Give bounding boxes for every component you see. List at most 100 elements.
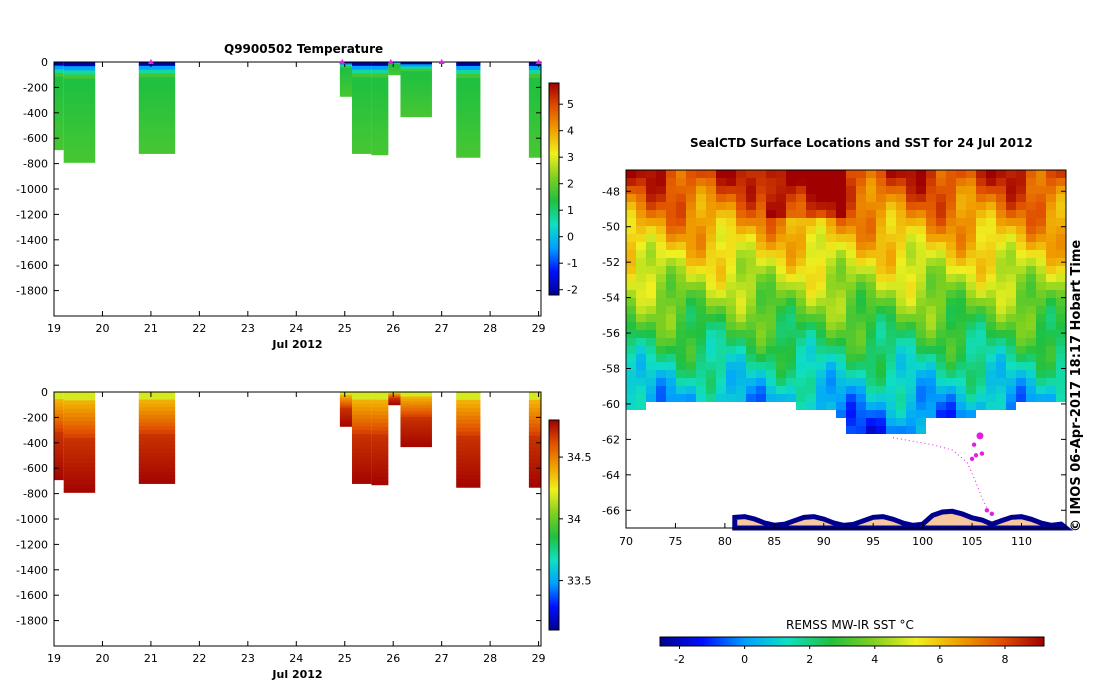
sst-cell xyxy=(846,218,856,226)
sst-cell xyxy=(926,322,936,330)
sst-cell xyxy=(936,266,946,274)
profile-cell xyxy=(339,423,353,426)
sst-cell xyxy=(856,210,866,218)
sst-cell xyxy=(656,202,666,210)
sst-cell xyxy=(936,234,946,242)
profile-cell xyxy=(54,113,64,118)
sst-cell xyxy=(866,306,876,314)
sst-cell xyxy=(986,250,996,258)
sst-cell xyxy=(986,210,996,218)
sst-cell xyxy=(806,242,816,250)
sst-cell xyxy=(846,354,856,362)
profile-cell xyxy=(400,394,432,398)
profile-cell xyxy=(54,472,64,477)
profile-cell xyxy=(371,108,389,113)
sst-cell xyxy=(916,194,926,202)
sst-cell xyxy=(826,226,836,234)
profile-cell xyxy=(400,421,432,425)
sst-cell xyxy=(706,314,716,322)
sst-cell xyxy=(756,226,766,234)
profile-cell xyxy=(388,73,401,75)
profile-cell xyxy=(138,119,176,124)
sst-cell xyxy=(966,202,976,210)
sst-cell xyxy=(796,378,806,386)
sst-cell xyxy=(626,314,636,322)
profile-cell xyxy=(352,145,372,151)
sst-cell xyxy=(906,250,916,258)
profile-cell xyxy=(528,117,541,123)
sst-cell xyxy=(926,178,936,186)
sst-cell xyxy=(936,274,946,282)
sst-cell xyxy=(896,242,906,250)
sst-cell xyxy=(886,266,896,274)
profile-cell xyxy=(63,467,96,472)
sst-cell xyxy=(976,370,986,378)
sst-cell xyxy=(896,266,906,274)
sst-cell xyxy=(886,362,896,370)
sst-cell xyxy=(956,330,966,338)
profile-cell xyxy=(54,399,64,404)
profile-cell xyxy=(456,399,481,405)
sst-cell xyxy=(926,410,936,418)
profile-cell xyxy=(339,414,353,417)
sst-cell xyxy=(666,282,676,290)
sst-cell xyxy=(796,402,806,410)
sst-cell xyxy=(906,210,916,218)
profile-cell xyxy=(400,105,432,109)
profile-cell xyxy=(339,73,353,76)
sst-cell xyxy=(896,314,906,322)
sst-cell xyxy=(1036,282,1046,290)
sst-cell xyxy=(916,202,926,210)
sst-cell xyxy=(986,226,996,234)
sst-cell xyxy=(856,258,866,266)
sst-cell xyxy=(666,170,676,178)
sst-cell xyxy=(836,242,846,250)
sst-cell xyxy=(886,250,896,258)
sst-cell xyxy=(936,282,946,290)
profile-cell xyxy=(400,426,432,429)
sst-cell xyxy=(666,178,676,186)
sst-cell xyxy=(716,218,726,226)
profile-cell xyxy=(388,395,401,397)
sst-cell xyxy=(826,338,836,346)
profile-cell xyxy=(339,76,353,79)
sst-cell xyxy=(646,378,656,386)
profile-cell xyxy=(138,433,176,439)
profile-cell xyxy=(371,69,389,75)
sst-cell xyxy=(646,258,656,266)
sst-cell xyxy=(986,178,996,186)
sst-cell xyxy=(946,202,956,210)
profile-cell xyxy=(528,392,541,397)
sst-cell xyxy=(646,394,656,402)
sst-cell xyxy=(796,210,806,218)
sst-cell xyxy=(826,354,836,362)
sst-cell xyxy=(906,354,916,362)
sst-cell xyxy=(816,394,826,402)
sst-cell xyxy=(656,298,666,306)
sst-cell xyxy=(956,362,966,370)
profile-cell xyxy=(54,135,64,140)
sst-cell xyxy=(736,258,746,266)
sst-cell xyxy=(796,242,806,250)
profile-cell xyxy=(371,123,389,129)
profile-title: Q9900502 Temperature xyxy=(224,42,384,56)
sst-cell xyxy=(626,194,636,202)
profile-cell xyxy=(400,414,432,418)
sst-cell xyxy=(656,290,666,298)
profile-cell xyxy=(371,139,389,144)
profile-cell xyxy=(456,423,481,429)
sst-cell xyxy=(696,354,706,362)
sst-cell xyxy=(806,306,816,314)
sst-cell xyxy=(726,346,736,354)
profile-cell xyxy=(339,89,353,92)
sst-cell xyxy=(1006,378,1016,386)
sst-cell xyxy=(696,178,706,186)
sst-cell xyxy=(796,298,806,306)
sst-cell xyxy=(696,186,706,194)
sst-cell xyxy=(1016,330,1026,338)
profile-cell xyxy=(456,471,481,476)
profile-cell xyxy=(456,121,481,126)
sst-cell xyxy=(996,354,1006,362)
sst-cell xyxy=(676,394,686,402)
sst-cell xyxy=(1056,370,1066,378)
